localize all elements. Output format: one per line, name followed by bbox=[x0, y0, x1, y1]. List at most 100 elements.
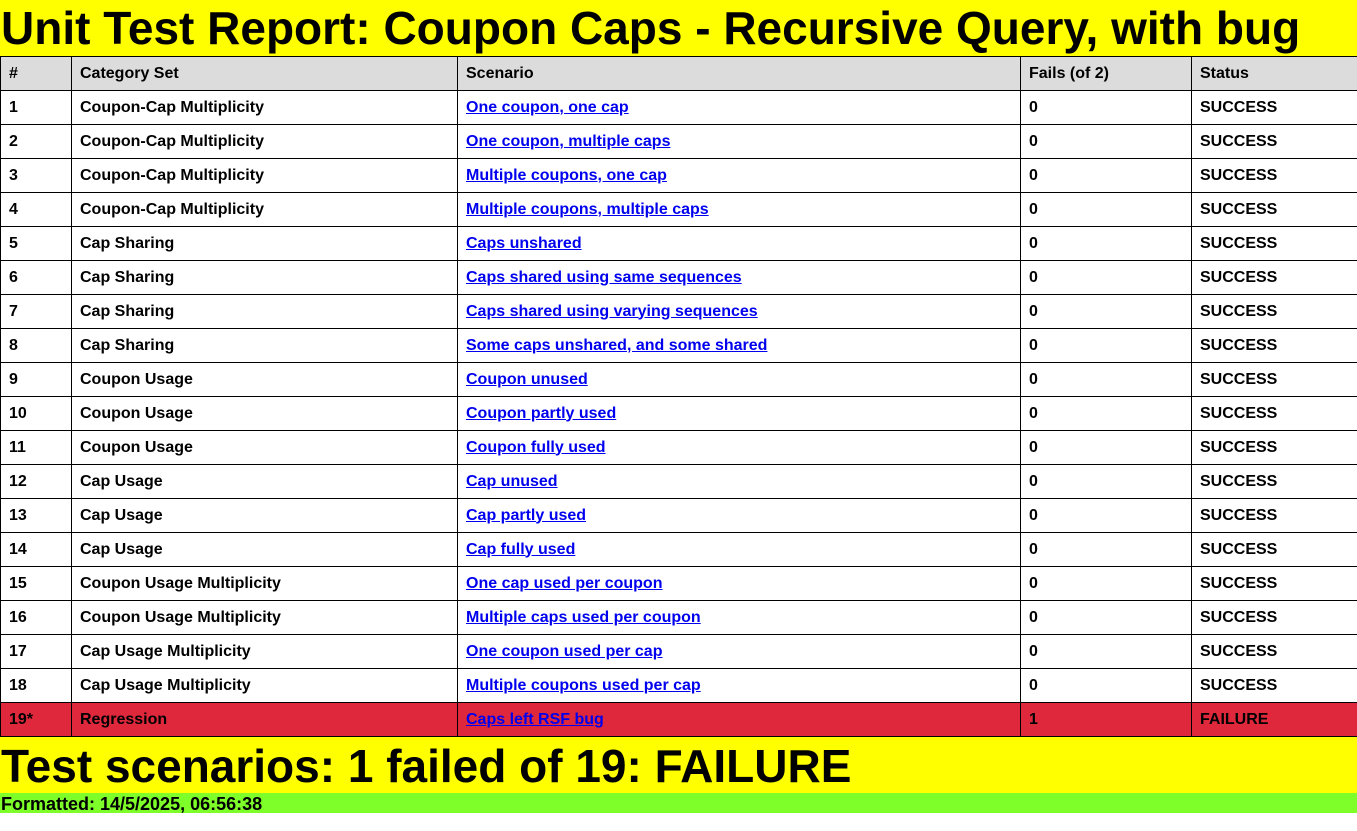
row-fails: 0 bbox=[1020, 600, 1192, 635]
row-number: 1 bbox=[0, 90, 72, 125]
row-scenario: Multiple coupons, multiple caps bbox=[457, 192, 1021, 227]
row-scenario: Multiple caps used per coupon bbox=[457, 600, 1021, 635]
results-table: # Category Set Scenario Fails (of 2) Sta… bbox=[0, 56, 1357, 737]
table-row: 15 Coupon Usage Multiplicity One cap used … bbox=[0, 566, 1357, 601]
row-scenario: Cap partly used bbox=[457, 498, 1021, 533]
row-scenario: Coupon fully used bbox=[457, 430, 1021, 465]
formatted-timestamp: Formatted: 14/5/2025, 06:56:38 bbox=[0, 793, 1357, 813]
row-fails: 0 bbox=[1020, 634, 1192, 669]
row-fails: 0 bbox=[1020, 260, 1192, 295]
scenario-link[interactable]: One coupon, one cap bbox=[466, 98, 629, 116]
row-status: SUCCESS bbox=[1191, 158, 1357, 193]
row-category-set: Cap Usage bbox=[71, 532, 458, 567]
scenario-link[interactable]: Multiple coupons, multiple caps bbox=[466, 200, 709, 218]
column-header-scenario: Scenario bbox=[457, 56, 1021, 91]
table-row: 8 Cap Sharing Some caps unshared, and some… bbox=[0, 328, 1357, 363]
scenario-link[interactable]: Cap fully used bbox=[466, 540, 576, 558]
scenario-link[interactable]: Some caps unshared, and some shared bbox=[466, 336, 768, 354]
scenario-link[interactable]: One cap used per coupon bbox=[466, 574, 663, 592]
scenario-link[interactable]: Multiple caps used per coupon bbox=[466, 608, 701, 626]
table-row: 13 Cap Usage Cap partly used 0 SUCCESS bbox=[0, 498, 1357, 533]
row-number: 19* bbox=[0, 702, 72, 737]
scenario-link[interactable]: Multiple coupons used per cap bbox=[466, 676, 701, 694]
row-category-set: Coupon-Cap Multiplicity bbox=[71, 90, 458, 125]
table-row: 11 Coupon Usage Coupon fully used 0 SUCCESS bbox=[0, 430, 1357, 465]
row-status: SUCCESS bbox=[1191, 634, 1357, 669]
row-scenario: Cap unused bbox=[457, 464, 1021, 499]
table-body: 1 Coupon-Cap Multiplicity One coupon, one … bbox=[0, 90, 1357, 737]
row-status: FAILURE bbox=[1191, 702, 1357, 737]
row-fails: 0 bbox=[1020, 362, 1192, 397]
row-category-set: Cap Usage bbox=[71, 464, 458, 499]
table-row: 18 Cap Usage Multiplicity Multiple coupons… bbox=[0, 668, 1357, 703]
row-number: 5 bbox=[0, 226, 72, 261]
row-status: SUCCESS bbox=[1191, 192, 1357, 227]
row-scenario: One cap used per coupon bbox=[457, 566, 1021, 601]
row-category-set: Cap Usage bbox=[71, 498, 458, 533]
row-fails: 0 bbox=[1020, 226, 1192, 261]
scenario-link[interactable]: Caps left RSF bug bbox=[466, 710, 604, 728]
table-row: 16 Coupon Usage Multiplicity Multiple caps… bbox=[0, 600, 1357, 635]
row-status: SUCCESS bbox=[1191, 328, 1357, 363]
scenario-link[interactable]: Cap unused bbox=[466, 472, 558, 490]
scenario-link[interactable]: Caps unshared bbox=[466, 234, 582, 252]
row-scenario: Cap fully used bbox=[457, 532, 1021, 567]
row-fails: 0 bbox=[1020, 430, 1192, 465]
scenario-link[interactable]: Coupon partly used bbox=[466, 404, 617, 422]
row-fails: 0 bbox=[1020, 124, 1192, 159]
row-fails: 0 bbox=[1020, 328, 1192, 363]
row-category-set: Cap Sharing bbox=[71, 294, 458, 329]
report-title: Unit Test Report: Coupon Caps - Recursiv… bbox=[0, 0, 1357, 56]
row-fails: 0 bbox=[1020, 294, 1192, 329]
row-number: 9 bbox=[0, 362, 72, 397]
scenario-link[interactable]: Cap partly used bbox=[466, 506, 587, 524]
table-row: 2 Coupon-Cap Multiplicity One coupon, mult… bbox=[0, 124, 1357, 159]
row-scenario: Caps left RSF bug bbox=[457, 702, 1021, 737]
row-category-set: Cap Sharing bbox=[71, 226, 458, 261]
table-row: 1 Coupon-Cap Multiplicity One coupon, one … bbox=[0, 90, 1357, 125]
row-number: 17 bbox=[0, 634, 72, 669]
row-status: SUCCESS bbox=[1191, 498, 1357, 533]
column-header-status: Status bbox=[1191, 56, 1357, 91]
scenario-link[interactable]: One coupon used per cap bbox=[466, 642, 663, 660]
scenario-link[interactable]: Caps shared using varying sequences bbox=[466, 302, 758, 320]
scenario-link[interactable]: Coupon unused bbox=[466, 370, 588, 388]
table-header-row: # Category Set Scenario Fails (of 2) Sta… bbox=[0, 56, 1357, 91]
row-status: SUCCESS bbox=[1191, 566, 1357, 601]
row-category-set: Regression bbox=[71, 702, 458, 737]
row-fails: 0 bbox=[1020, 158, 1192, 193]
row-scenario: Caps shared using varying sequences bbox=[457, 294, 1021, 329]
row-status: SUCCESS bbox=[1191, 90, 1357, 125]
row-number: 15 bbox=[0, 566, 72, 601]
row-status: SUCCESS bbox=[1191, 668, 1357, 703]
scenario-link[interactable]: One coupon, multiple caps bbox=[466, 132, 671, 150]
row-scenario: Multiple coupons used per cap bbox=[457, 668, 1021, 703]
row-category-set: Cap Sharing bbox=[71, 328, 458, 363]
row-scenario: Caps shared using same sequences bbox=[457, 260, 1021, 295]
table-row: 3 Coupon-Cap Multiplicity Multiple coupons… bbox=[0, 158, 1357, 193]
row-scenario: Caps unshared bbox=[457, 226, 1021, 261]
row-status: SUCCESS bbox=[1191, 124, 1357, 159]
table-row: 6 Cap Sharing Caps shared using same seque… bbox=[0, 260, 1357, 295]
row-number: 16 bbox=[0, 600, 72, 635]
row-category-set: Coupon-Cap Multiplicity bbox=[71, 158, 458, 193]
row-fails: 0 bbox=[1020, 532, 1192, 567]
scenario-link[interactable]: Multiple coupons, one cap bbox=[466, 166, 667, 184]
row-scenario: Coupon unused bbox=[457, 362, 1021, 397]
row-number: 8 bbox=[0, 328, 72, 363]
row-number: 6 bbox=[0, 260, 72, 295]
row-number: 2 bbox=[0, 124, 72, 159]
row-category-set: Coupon-Cap Multiplicity bbox=[71, 124, 458, 159]
row-status: SUCCESS bbox=[1191, 226, 1357, 261]
row-fails: 0 bbox=[1020, 668, 1192, 703]
column-header-number: # bbox=[0, 56, 72, 91]
scenario-link[interactable]: Coupon fully used bbox=[466, 438, 606, 456]
row-scenario: Multiple coupons, one cap bbox=[457, 158, 1021, 193]
row-category-set: Coupon Usage bbox=[71, 396, 458, 431]
row-status: SUCCESS bbox=[1191, 362, 1357, 397]
row-scenario: Coupon partly used bbox=[457, 396, 1021, 431]
row-fails: 0 bbox=[1020, 90, 1192, 125]
scenario-link[interactable]: Caps shared using same sequences bbox=[466, 268, 742, 286]
row-status: SUCCESS bbox=[1191, 294, 1357, 329]
table-row: 12 Cap Usage Cap unused 0 SUCCESS bbox=[0, 464, 1357, 499]
